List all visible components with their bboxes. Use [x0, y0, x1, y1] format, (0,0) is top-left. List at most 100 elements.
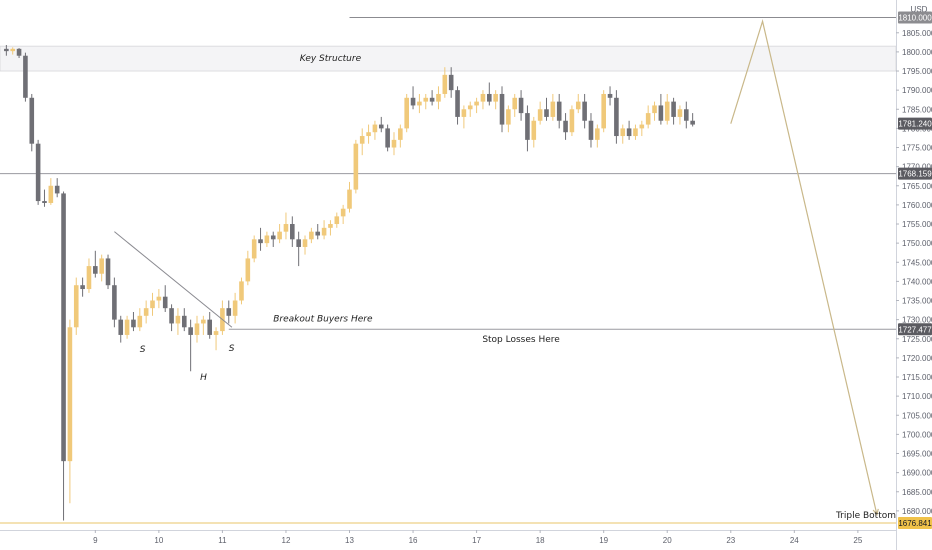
candle	[359, 128, 365, 156]
candle-body	[137, 315, 143, 328]
candle-body	[626, 128, 632, 137]
candle	[582, 93, 587, 129]
candle-body	[569, 109, 575, 133]
candle-body	[671, 101, 676, 117]
candle-body	[544, 109, 549, 117]
candle-body	[455, 90, 460, 117]
time-axis[interactable]: 9 10 11 12 13 16 17 18 19 20 23 24 25	[0, 530, 896, 545]
candle-body	[582, 101, 587, 121]
time-tick-label: 20	[663, 536, 672, 545]
candle-body	[290, 224, 295, 240]
candle-body	[258, 239, 263, 244]
candle	[556, 93, 562, 129]
candle	[588, 113, 594, 148]
price-tick-label: 1790.000	[902, 86, 932, 95]
candle	[614, 90, 619, 144]
price-tick-label: 1705.000	[902, 411, 932, 420]
annotation-breakout: Breakout Buyers Here	[273, 315, 373, 325]
candle-body	[525, 113, 530, 140]
candle-body	[518, 97, 524, 114]
candle	[423, 93, 429, 110]
annotation-s1: S	[140, 345, 146, 355]
price-axis[interactable]: USD 1680.000 1685.000 1690.000 1695.000 1700.…	[896, 0, 932, 550]
candle	[340, 204, 346, 225]
key-structure-rect	[0, 45, 897, 72]
candle	[80, 277, 85, 297]
candle	[181, 308, 187, 332]
candle-body	[677, 109, 683, 117]
candle	[436, 86, 441, 110]
candle-body	[54, 185, 60, 194]
candle-body	[575, 101, 581, 110]
candle	[563, 113, 568, 140]
price-tag-bg	[898, 516, 932, 529]
candle	[378, 116, 384, 133]
price-tag-bg	[898, 11, 932, 24]
candle-body	[531, 120, 537, 140]
candle	[525, 105, 530, 152]
candle	[353, 139, 359, 194]
candle	[201, 315, 206, 335]
annotations: Key Structure Breakout Buyers Here Stop Lo…	[140, 54, 896, 521]
candle	[569, 105, 575, 137]
time-tick-label: 24	[790, 536, 799, 545]
candle	[601, 90, 606, 133]
candle-body	[385, 128, 390, 148]
price-tag-2: 1768.159	[898, 167, 932, 180]
price-tick-label: 1700.000	[902, 430, 932, 439]
candle	[67, 319, 73, 504]
candle	[277, 224, 282, 244]
candle-body	[404, 97, 409, 129]
candle-body	[607, 93, 613, 98]
candle-body	[29, 97, 35, 144]
candle	[54, 178, 60, 198]
candle-body	[614, 97, 619, 137]
annotation-stop: Stop Losses Here	[482, 335, 560, 345]
candle	[162, 285, 168, 312]
candle-body	[347, 189, 352, 209]
price-tag-label: 1810.000	[898, 13, 932, 22]
candle	[417, 93, 422, 114]
candle-body	[588, 120, 594, 140]
candle-body	[73, 285, 79, 328]
candle	[442, 67, 448, 98]
price-tick-label: 1765.000	[902, 182, 932, 191]
candle	[118, 315, 124, 343]
candle-body	[226, 308, 232, 316]
candle-body	[683, 109, 689, 121]
candle	[245, 250, 251, 286]
annotation-triple: Triple Bottom	[835, 511, 896, 521]
candle	[131, 311, 136, 332]
price-tick-label: 1805.000	[902, 29, 932, 38]
price-tick-label: 1735.000	[902, 297, 932, 306]
candle	[683, 101, 689, 129]
candle-body	[474, 101, 479, 106]
candle-body	[118, 319, 124, 335]
candle	[169, 304, 174, 332]
price-tick-label: 1750.000	[902, 239, 932, 248]
candle	[626, 120, 632, 140]
candle-body	[277, 231, 282, 240]
candle	[366, 124, 371, 144]
candle	[480, 90, 486, 110]
price-tick-label: 1685.000	[902, 488, 932, 497]
candle	[296, 231, 301, 267]
price-tag-3: 1727.477	[898, 323, 932, 336]
candle	[391, 132, 397, 156]
candle	[404, 93, 409, 133]
candle	[639, 120, 645, 137]
candle	[239, 277, 244, 305]
candle-body	[245, 258, 251, 282]
candle-body	[487, 93, 492, 102]
candle-body	[480, 93, 486, 102]
candle-body	[4, 48, 9, 52]
candle-body	[429, 97, 435, 102]
candle-body	[506, 109, 511, 125]
price-tag-bg	[898, 323, 932, 336]
price-tick-label: 1730.000	[902, 316, 932, 325]
candle	[461, 105, 467, 129]
candle	[188, 319, 193, 372]
price-tick-label: 1715.000	[902, 373, 932, 382]
price-tick-label: 1710.000	[902, 392, 932, 401]
